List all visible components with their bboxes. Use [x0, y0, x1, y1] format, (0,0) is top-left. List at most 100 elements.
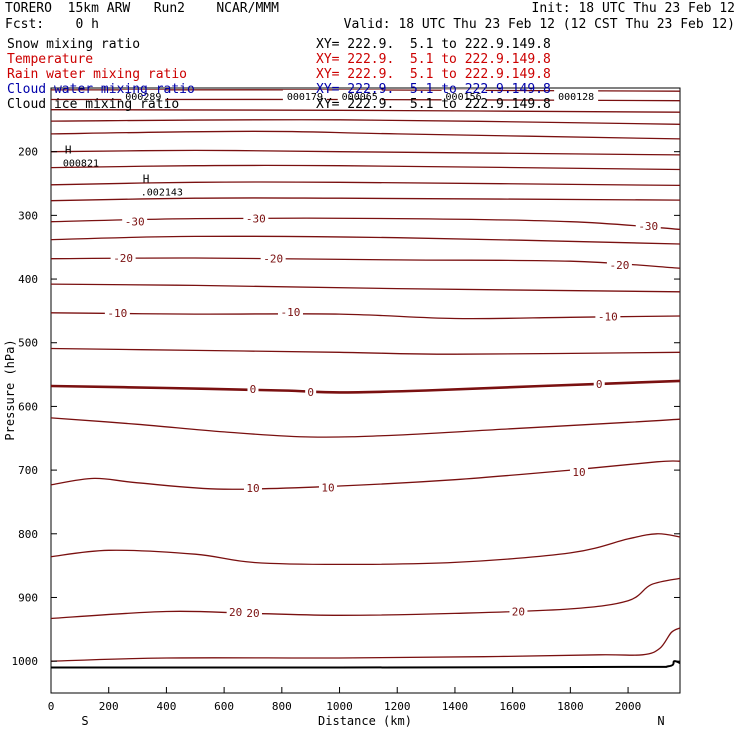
isotherm-zero — [50, 379, 681, 394]
cloud-label-bg — [337, 89, 382, 102]
isotherm-label: -20 — [113, 252, 133, 265]
field-xy: XY= 222.9. 5.1 to 222.9.149.8 — [316, 82, 551, 97]
isotherm-layer — [50, 89, 681, 669]
isotherm — [50, 89, 681, 92]
isotherm-label-bg — [260, 252, 286, 265]
y-tick-label: 400 — [18, 273, 38, 286]
y-tick-label: 1000 — [12, 655, 39, 668]
isotherm — [50, 312, 681, 320]
isotherm-label: -10 — [281, 306, 301, 319]
isotherm-label-bg — [595, 310, 621, 323]
cloud-label-bg — [554, 89, 599, 102]
isotherm-label-bg — [570, 466, 589, 479]
plot-title: TORERO 15km ARW Run2 NCAR/MMM — [5, 1, 279, 16]
isotherm — [50, 235, 681, 245]
x-tick-label: 2000 — [615, 700, 642, 713]
isotherm-label: 0 — [307, 386, 314, 399]
terrain-line — [50, 660, 681, 669]
x-tick-label: 400 — [156, 700, 176, 713]
field-xy: XY= 222.9. 5.1 to 222.9.149.8 — [316, 67, 551, 82]
isotherm — [50, 257, 681, 269]
field-name: Cloud water mixing ratio — [7, 82, 195, 97]
y-tick-label: 700 — [18, 464, 38, 477]
isotherm — [50, 119, 681, 125]
isotherm-label: -30 — [246, 213, 266, 226]
y-tick-label: 200 — [18, 146, 38, 159]
isotherm — [50, 347, 681, 355]
field-name: Snow mixing ratio — [7, 37, 141, 52]
isotherm — [50, 460, 681, 490]
isotherm — [50, 149, 681, 156]
isotherm-label-bg — [243, 212, 269, 225]
label-layer: -30 -30 -30 -20 -20 -20 -10 -10 -10 0 0 0 10 10 10 20 20… — [63, 89, 661, 620]
isotherm — [50, 533, 681, 566]
isotherm — [50, 627, 681, 662]
x-tick-label: 200 — [99, 700, 119, 713]
x-tick-label: 1400 — [442, 700, 469, 713]
cloud-label-bg — [121, 89, 166, 102]
field-xy: XY= 222.9. 5.1 to 222.9.149.8 — [316, 37, 551, 52]
snow-max-marker: H — [143, 173, 150, 186]
forecast-hour: Fcst: 0 h — [5, 17, 99, 32]
isotherm-label: -30 — [125, 216, 145, 229]
isotherm-label-bg — [226, 606, 245, 619]
isotherm-label-bg — [243, 606, 262, 619]
x-tick-label: 800 — [272, 700, 292, 713]
isotherm-label-bg — [104, 306, 130, 319]
isotherm-label: 20 — [512, 605, 525, 618]
cloud-label-bg — [282, 89, 327, 102]
isotherm-label-bg — [635, 220, 661, 233]
isotherm-label-bg — [318, 481, 337, 494]
isotherm — [50, 577, 681, 620]
x-tick-label: 1200 — [384, 700, 411, 713]
cloud-ice-label: 000065 — [342, 92, 378, 103]
isotherm-label: -30 — [638, 220, 658, 233]
field-xy: XY= 222.9. 5.1 to 222.9.149.8 — [316, 97, 551, 112]
isotherm-label-bg — [243, 481, 262, 494]
x-tick-label: 1000 — [326, 700, 353, 713]
isotherm-label-bg — [122, 215, 148, 228]
isotherm-label: -10 — [107, 307, 127, 320]
isotherm-label: 10 — [321, 481, 334, 494]
y-tick-label: 300 — [18, 209, 38, 222]
field-name: Temperature — [7, 52, 94, 67]
snow-max-marker: H — [65, 143, 72, 156]
y-tick-label: 800 — [18, 528, 38, 541]
cloud-ice-label: 000179 — [287, 92, 323, 103]
isotherm — [50, 164, 681, 171]
y-tick-label: 500 — [18, 337, 38, 350]
isotherm — [50, 197, 681, 202]
isotherm — [50, 109, 681, 113]
y-tick-label: 600 — [18, 400, 38, 413]
x-tick-label: 0 — [48, 700, 55, 713]
isotherm-label: 10 — [246, 482, 259, 495]
cloud-ice-label: 000156 — [446, 92, 482, 103]
y-tick-label: 900 — [18, 591, 38, 604]
field-name: Rain water mixing ratio — [7, 67, 188, 82]
isotherm-label-bg — [277, 306, 303, 319]
isotherm-label: 0 — [250, 383, 257, 396]
x-tick-label: 1800 — [557, 700, 584, 713]
valid-time: Valid: 18 UTC Thu 23 Feb 12 (12 CST Thu … — [343, 17, 735, 32]
isotherm-label-bg — [110, 252, 136, 265]
x-tick-label: 1600 — [499, 700, 526, 713]
isotherm — [50, 181, 681, 187]
isotherm — [50, 417, 681, 438]
isotherm-label: -10 — [598, 311, 618, 324]
x-axis-label: Distance (km) — [318, 714, 412, 728]
isotherm-label-bg — [305, 385, 317, 398]
north-end-label: N — [657, 714, 664, 728]
cloud-ice-label: 000128 — [558, 92, 594, 103]
isotherm — [50, 283, 681, 293]
init-time: Init: 18 UTC Thu 23 Feb 12 — [531, 1, 736, 16]
cloud-label-bg — [441, 89, 486, 102]
cloud-ice-label: 000289 — [125, 92, 161, 103]
y-axis-label: Pressure (hPa) — [3, 339, 17, 440]
isotherm-label: 0 — [596, 378, 603, 391]
field-xy: XY= 222.9. 5.1 to 222.9.149.8 — [316, 52, 551, 67]
south-end-label: S — [81, 714, 88, 728]
x-tick-label: 600 — [214, 700, 234, 713]
isotherm-label: 20 — [246, 607, 259, 620]
axis-layer: 0 200 400 600 800 1000 1200 1400 1600 1800 2000200… — [12, 146, 680, 713]
